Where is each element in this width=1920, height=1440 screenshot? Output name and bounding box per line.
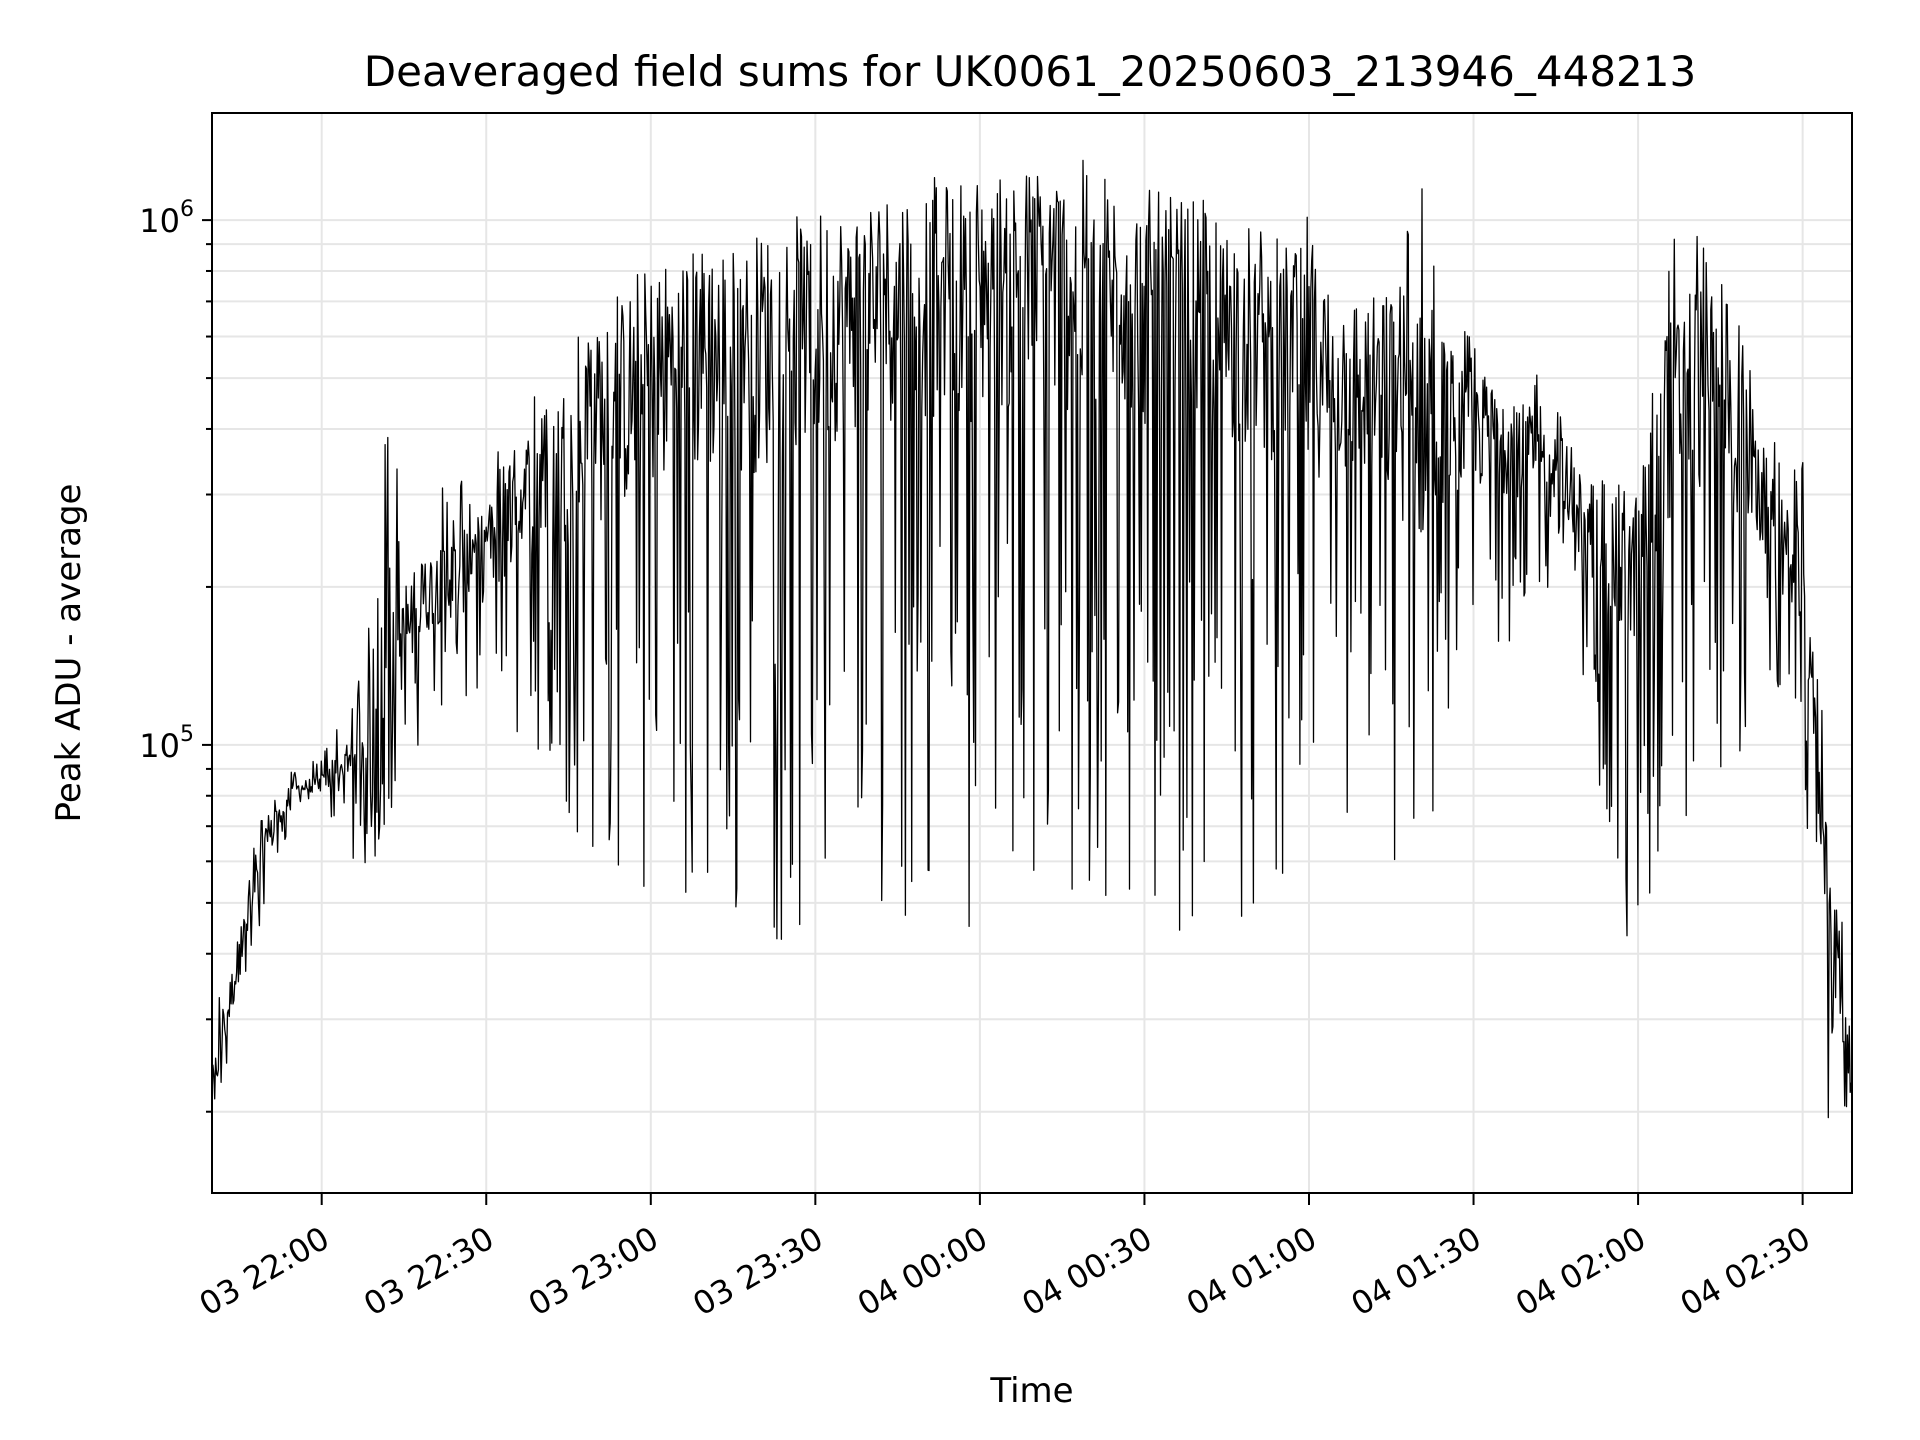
y-tick-label: 105 — [139, 722, 194, 765]
x-axis-ticks: 03 22:00 03 22:30 03 23:00 03 23:30 04 00:00… — [193, 1193, 1817, 1323]
y-tick-base: 10 — [139, 727, 180, 765]
x-tick-label: 04 01:30 — [1345, 1219, 1488, 1323]
x-tick-label: 03 23:00 — [522, 1219, 665, 1323]
y-tick-base: 10 — [139, 202, 180, 240]
data-layer — [211, 159, 1853, 1119]
x-tick-label: 03 22:30 — [357, 1219, 500, 1323]
x-tick-label: 04 02:30 — [1674, 1219, 1817, 1323]
x-tick-label: 04 00:00 — [851, 1219, 994, 1323]
x-tick-label: 04 01:00 — [1180, 1219, 1323, 1323]
x-tick-label: 03 23:30 — [686, 1219, 829, 1323]
chart-title: Deaveraged field sums for UK0061_2025060… — [364, 47, 1696, 96]
plot-frame — [211, 112, 1853, 1194]
y-axis-label: Peak ADU - average — [49, 484, 89, 823]
series-line — [211, 159, 1853, 1119]
y-tick-exponent: 6 — [180, 197, 194, 222]
y-tick-label: 106 — [139, 197, 194, 240]
x-tick-label: 04 00:30 — [1016, 1219, 1159, 1323]
x-tick-label: 04 02:00 — [1509, 1219, 1652, 1323]
x-axis-label: Time — [989, 1371, 1073, 1411]
y-tick-exponent: 5 — [180, 722, 194, 747]
x-tick-label: 03 22:00 — [193, 1219, 336, 1323]
